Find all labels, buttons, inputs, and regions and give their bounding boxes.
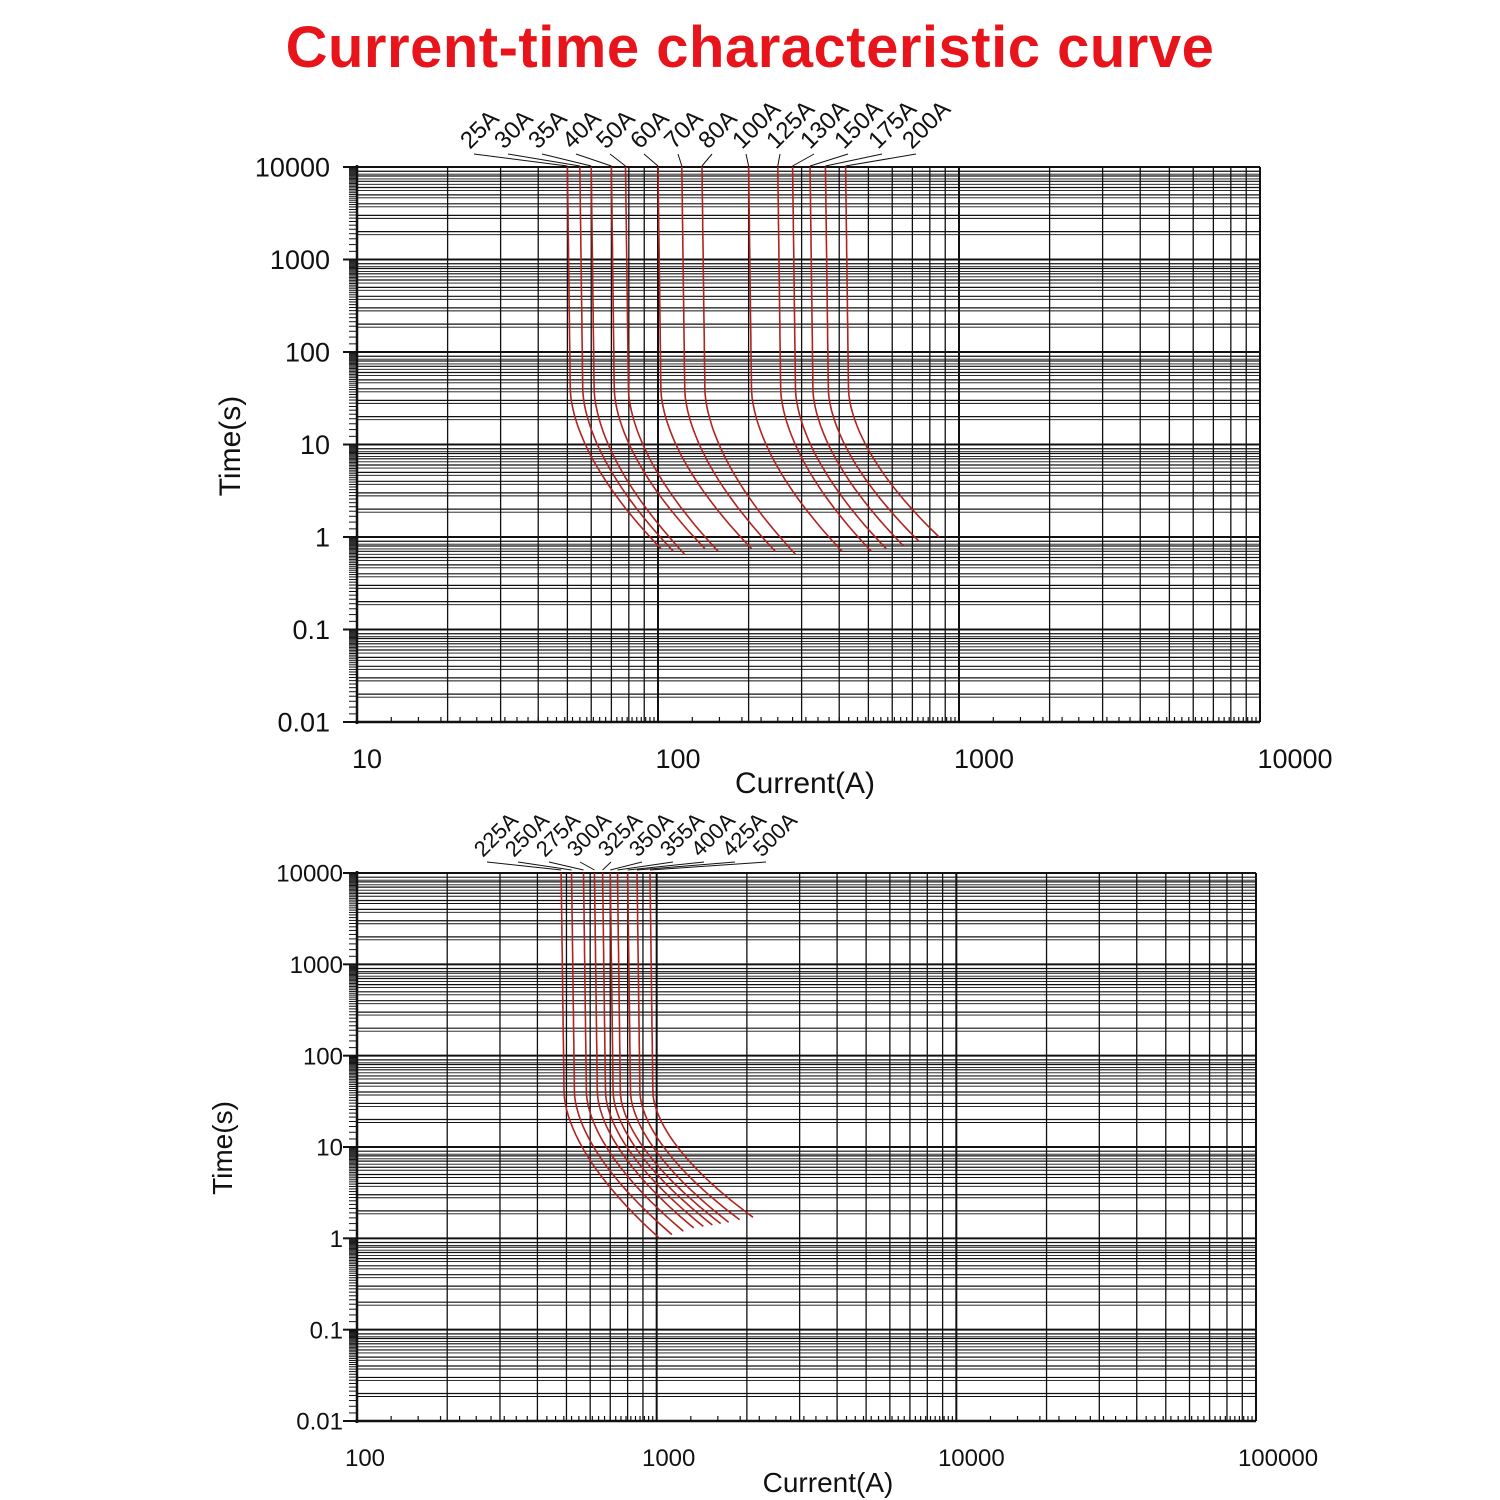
- x-axis-label: Current(A): [735, 767, 875, 800]
- curve-225A: [560, 872, 661, 1239]
- rating-leader-line: [636, 861, 736, 871]
- rating-leader-line: [579, 861, 595, 871]
- rating-leader-line: [609, 153, 626, 167]
- curve-25A: [566, 166, 662, 550]
- rating-leader-line: [610, 861, 643, 871]
- rating-leader-line: [575, 153, 612, 167]
- x-tick-label: 100: [655, 744, 700, 774]
- y-axis-label: Time(s): [214, 396, 247, 497]
- rating-leader-line: [845, 153, 917, 167]
- rating-leader-line: [701, 153, 713, 167]
- x-tick-label: 100: [345, 1445, 385, 1472]
- y-tick-label: 1: [315, 523, 330, 553]
- curve-150A: [809, 167, 905, 547]
- curve-100A: [747, 166, 843, 552]
- rating-leader-line: [541, 153, 592, 167]
- rating-leader-line: [777, 153, 781, 167]
- y-tick-label: 100: [285, 338, 330, 368]
- rating-leader-line: [809, 153, 849, 167]
- curve-400A: [626, 872, 730, 1223]
- y-tick-label: 10: [300, 430, 330, 460]
- curve-35A: [590, 166, 686, 555]
- y-tick-label: 0.1: [310, 1317, 343, 1344]
- y-axis-label: Time(s): [207, 1101, 238, 1195]
- y-tick-label: 0.1: [292, 615, 330, 645]
- curve-175A: [824, 166, 920, 542]
- y-tick-label: 0.01: [296, 1409, 343, 1436]
- x-axis-label: Current(A): [763, 1467, 894, 1498]
- curve-355A: [616, 872, 722, 1225]
- curve-40A: [610, 166, 706, 550]
- rating-leader-line: [548, 861, 584, 871]
- curve-30A: [579, 166, 674, 552]
- curves: [566, 166, 940, 555]
- curve-200A: [844, 166, 940, 538]
- y-tick-label: 1000: [270, 245, 330, 275]
- curve-325A: [601, 872, 704, 1228]
- grid: [343, 165, 1261, 724]
- curve-130A: [791, 166, 887, 550]
- curve-70A: [681, 166, 776, 552]
- y-tick-label: 1: [330, 1226, 343, 1253]
- rating-leader-line: [825, 153, 883, 167]
- y-tick-label: 0.01: [277, 708, 330, 738]
- page-title: Current-time characteristic curve: [285, 15, 1215, 80]
- rating-leader-line: [643, 153, 659, 167]
- y-tick-label: 10000: [255, 153, 330, 183]
- y-tick-label: 10: [316, 1135, 343, 1162]
- rating-leader-line: [677, 153, 683, 167]
- curve-50A: [624, 166, 719, 552]
- curve-250A: [570, 873, 673, 1236]
- curve-80A: [701, 166, 797, 555]
- rating-leader-line: [517, 861, 572, 871]
- curve-275A: [582, 872, 684, 1232]
- y-tick-label: 100: [303, 1043, 343, 1070]
- curve-60A: [657, 166, 753, 550]
- curve-350A: [609, 872, 713, 1226]
- rating-leader-line: [627, 861, 705, 871]
- y-tick-label: 10000: [276, 861, 343, 888]
- curve-300A: [593, 873, 695, 1229]
- rating-leader-line: [745, 153, 750, 167]
- curve-425A: [636, 872, 741, 1221]
- x-tick-label: 10: [352, 744, 382, 774]
- rating-leader-line: [602, 861, 612, 871]
- rating-leader-line: [617, 861, 674, 871]
- x-tick-label: 10000: [938, 1445, 1005, 1472]
- rating-leader-line: [507, 153, 580, 167]
- curve-500A: [649, 872, 754, 1218]
- y-tick-label: 1000: [290, 952, 343, 979]
- grid: [343, 871, 1257, 1423]
- rating-leader-line: [486, 861, 562, 871]
- rating-leader-line: [473, 153, 568, 167]
- rating-leader-line: [649, 861, 767, 871]
- curves: [560, 872, 754, 1239]
- x-tick-label: 1000: [954, 744, 1014, 774]
- curve-125A: [777, 166, 872, 552]
- x-tick-label: 10000: [1257, 744, 1332, 774]
- x-tick-label: 100000: [1238, 1445, 1318, 1472]
- x-tick-label: 1000: [642, 1445, 695, 1472]
- rating-leader-line: [792, 153, 815, 167]
